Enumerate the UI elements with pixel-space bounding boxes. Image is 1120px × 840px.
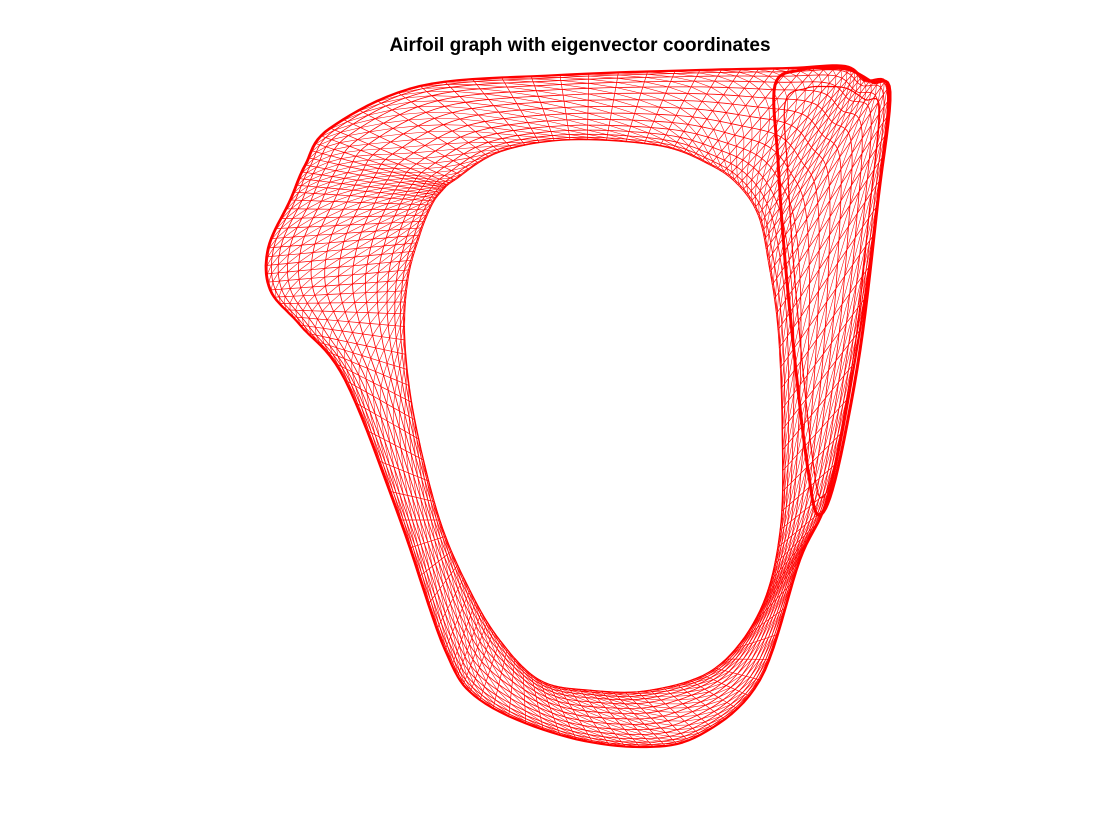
flap-outline xyxy=(772,66,892,517)
mesh-ring-edge xyxy=(394,133,790,697)
mesh-ring-edge xyxy=(298,86,863,735)
mesh-ring-edge xyxy=(266,66,888,747)
mesh-ring-edge xyxy=(287,80,872,740)
mesh-ring-edge xyxy=(404,139,783,693)
mesh-ring-edge xyxy=(403,138,784,693)
mesh-ring-edge xyxy=(376,124,802,705)
mesh-ring-edge xyxy=(264,64,890,749)
mesh-ring-edge xyxy=(324,99,842,725)
figure-title: Airfoil graph with eigenvector coordinat… xyxy=(389,35,771,56)
mesh-ring-edge xyxy=(352,112,820,714)
mesh-diagonal-edges xyxy=(265,65,889,748)
mesh-ring-edge xyxy=(365,119,810,709)
mesh-ring-edge xyxy=(399,136,786,695)
mesh-ring-edge xyxy=(386,129,795,701)
flap-inner-outline xyxy=(783,85,881,499)
mesh-ring-edge xyxy=(277,74,879,743)
mesh-ring-edge xyxy=(338,106,831,720)
